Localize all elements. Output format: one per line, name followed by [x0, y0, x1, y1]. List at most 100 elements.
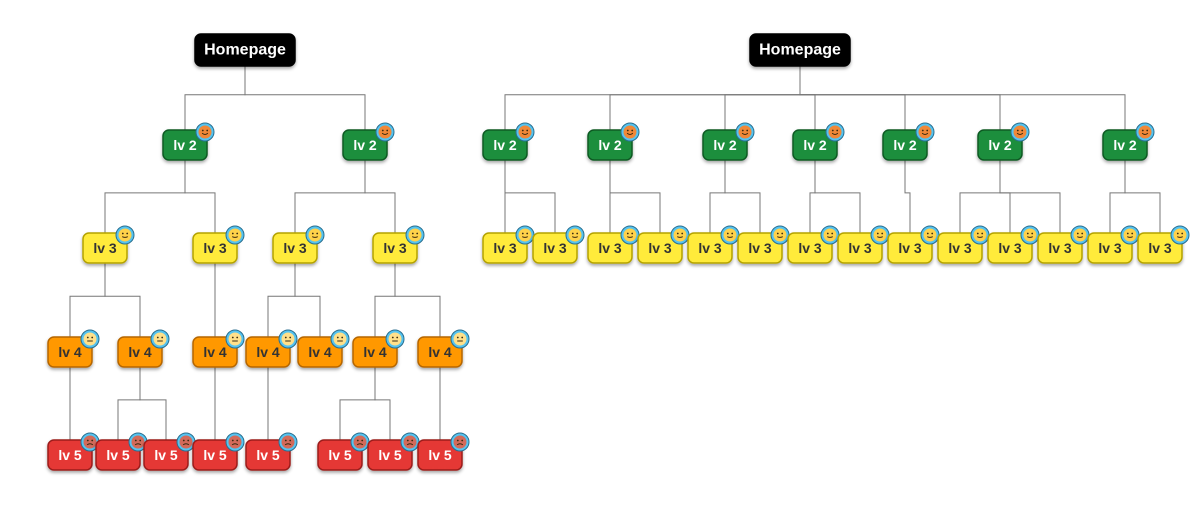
tree-node-label: lv 3	[203, 240, 227, 256]
tree-node-lv3[interactable]: lv 3	[788, 226, 839, 263]
tree-node-lv2[interactable]: lv 2	[1103, 123, 1154, 160]
tree-edge	[725, 160, 760, 233]
tree-edge	[340, 367, 375, 440]
tree-edge	[395, 263, 440, 337]
mood-face-icon	[334, 333, 347, 346]
tree-node-homepage[interactable]: Homepage	[195, 34, 295, 66]
tree-node-lv3[interactable]: lv 3	[938, 226, 989, 263]
tree-node-label: lv 2	[1113, 137, 1137, 153]
tree-node-lv3[interactable]: lv 3	[533, 226, 584, 263]
tree-node-label: lv 4	[58, 344, 82, 360]
tree-node-lv5[interactable]: lv 5	[96, 433, 147, 470]
tree-edge	[905, 160, 910, 233]
tree-node-lv5[interactable]: lv 5	[48, 433, 99, 470]
tree-node-lv2[interactable]: lv 2	[163, 123, 214, 160]
tree-node-lv3[interactable]: lv 3	[1138, 226, 1189, 263]
tree-node-lv3[interactable]: lv 3	[1038, 226, 1089, 263]
tree-node-lv4[interactable]: lv 4	[193, 330, 244, 367]
tree-node-lv3[interactable]: lv 3	[738, 226, 789, 263]
tree-node-lv2[interactable]: lv 2	[703, 123, 754, 160]
mood-face-icon	[1024, 229, 1037, 242]
tree-node-lv3[interactable]: lv 3	[373, 226, 424, 263]
mood-face-icon	[119, 229, 132, 242]
tree-edge	[1125, 160, 1160, 233]
tree-node-lv3[interactable]: lv 3	[588, 226, 639, 263]
tree-edge	[1000, 160, 1060, 233]
tree-node-label: lv 2	[713, 137, 737, 153]
mood-face-icon	[84, 436, 97, 449]
tree-node-label: lv 5	[154, 447, 178, 463]
mood-face-icon	[774, 229, 787, 242]
tree-node-lv4[interactable]: lv 4	[48, 330, 99, 367]
tree-node-label: lv 3	[283, 240, 307, 256]
tree-node-lv4[interactable]: lv 4	[418, 330, 469, 367]
tree-edge	[610, 160, 660, 233]
mood-face-icon	[354, 436, 367, 449]
tree-node-label: lv 3	[1148, 240, 1172, 256]
tree-node-lv5[interactable]: lv 5	[368, 433, 419, 470]
mood-face-icon	[409, 229, 422, 242]
tree-node-label: lv 5	[58, 447, 82, 463]
tree-edge	[295, 263, 320, 337]
tree-edge	[710, 160, 725, 233]
tree-node-lv2[interactable]: lv 2	[883, 123, 934, 160]
tree-node-lv3[interactable]: lv 3	[1088, 226, 1139, 263]
tree-edge	[365, 160, 395, 233]
tree-node-label: lv 2	[173, 137, 197, 153]
tree-node-lv3[interactable]: lv 3	[273, 226, 324, 263]
tree-node-lv5[interactable]: lv 5	[193, 433, 244, 470]
tree-node-label: lv 5	[428, 447, 452, 463]
tree-node-lv2[interactable]: lv 2	[978, 123, 1029, 160]
tree-node-label: lv 2	[988, 137, 1012, 153]
tree-node-lv2[interactable]: lv 2	[588, 123, 639, 160]
tree-node-homepage[interactable]: Homepage	[750, 34, 850, 66]
mood-face-icon	[229, 229, 242, 242]
tree-edge	[105, 263, 140, 337]
mood-face-icon	[1074, 229, 1087, 242]
mood-face-icon	[84, 333, 97, 346]
tree-edge	[268, 263, 295, 337]
mood-face-icon	[974, 229, 987, 242]
tree-edge	[295, 160, 365, 233]
tree-node-lv5[interactable]: lv 5	[246, 433, 297, 470]
tree-node-label: lv 2	[893, 137, 917, 153]
tree-edge	[105, 160, 185, 233]
tree-node-lv3[interactable]: lv 3	[83, 226, 134, 263]
tree-node-lv5[interactable]: lv 5	[318, 433, 369, 470]
mood-face-icon	[132, 436, 145, 449]
mood-face-icon	[824, 229, 837, 242]
mood-face-icon	[919, 126, 932, 139]
tree-edge	[815, 160, 860, 233]
tree-node-lv4[interactable]: lv 4	[246, 330, 297, 367]
mood-face-icon	[624, 126, 637, 139]
mood-face-icon	[874, 229, 887, 242]
tree-node-lv3[interactable]: lv 3	[483, 226, 534, 263]
tree-node-label: lv 2	[353, 137, 377, 153]
tree-node-lv3[interactable]: lv 3	[638, 226, 689, 263]
tree-node-label: lv 3	[898, 240, 922, 256]
sitemap-diagram: Homepagelv 2lv 2lv 3lv 3lv 3lv 3lv 4lv 4…	[0, 0, 1200, 524]
tree-node-lv3[interactable]: lv 3	[193, 226, 244, 263]
tree-node-lv4[interactable]: lv 4	[298, 330, 349, 367]
mood-face-icon	[389, 333, 402, 346]
tree-node-lv3[interactable]: lv 3	[688, 226, 739, 263]
tree-node-lv3[interactable]: lv 3	[988, 226, 1039, 263]
tree-node-lv4[interactable]: lv 4	[353, 330, 404, 367]
tree-edge	[800, 66, 905, 130]
tree-node-label: lv 3	[93, 240, 117, 256]
tree-node-label: lv 3	[383, 240, 407, 256]
tree-node-lv2[interactable]: lv 2	[343, 123, 394, 160]
tree-node-label: lv 4	[308, 344, 332, 360]
tree-edge	[725, 66, 800, 130]
tree-node-lv5[interactable]: lv 5	[418, 433, 469, 470]
tree-node-label: lv 3	[798, 240, 822, 256]
tree-node-lv3[interactable]: lv 3	[838, 226, 889, 263]
tree-node-label: lv 2	[598, 137, 622, 153]
tree-node-lv2[interactable]: lv 2	[793, 123, 844, 160]
tree-node-lv3[interactable]: lv 3	[888, 226, 939, 263]
tree-node-lv5[interactable]: lv 5	[144, 433, 195, 470]
tree-node-lv2[interactable]: lv 2	[483, 123, 534, 160]
tree-node-lv4[interactable]: lv 4	[118, 330, 169, 367]
tree-edge	[800, 66, 1000, 130]
mood-face-icon	[229, 333, 242, 346]
